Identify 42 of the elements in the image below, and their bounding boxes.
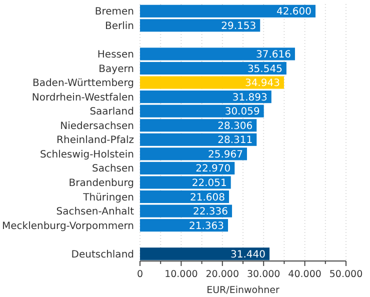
y-tick-label: Thüringen [82,192,134,204]
y-tick-label: Sachsen [92,164,134,175]
data-label: 30.059 [224,106,260,118]
y-tick-label: Nordrhein-Westfalen [32,92,134,104]
y-tick-label: Schleswig-Holstein [40,149,134,160]
data-label: 21.608 [190,192,226,204]
y-tick-label: Rheinland-Pfalz [56,135,134,146]
data-label: 25.967 [208,149,243,160]
y-tick-label: Deutschland [71,249,134,260]
x-tick-label: 30.000 [246,269,280,280]
data-label: 35.545 [247,64,282,75]
data-label: 22.970 [196,164,231,175]
y-tick-label: Bayern [98,64,134,75]
data-label: 37.616 [256,49,291,60]
y-tick-label: Bremen [94,6,134,18]
x-tick-label: 20.000 [206,269,240,280]
y-tick-label: Hessen [97,49,134,60]
x-tick-label: 0 [136,269,144,280]
x-tick-label: 10.000 [164,269,198,280]
y-tick-label: Brandenburg [68,178,134,189]
x-axis-title: EUR/Einwohner [206,285,280,296]
data-label: 28.311 [218,135,253,146]
y-tick-label: Sachsen-Anhalt [56,206,134,218]
bar [140,76,284,89]
data-label: 22.051 [192,178,227,189]
y-tick-label: Saarland [90,106,134,118]
data-label: 31.893 [232,92,268,104]
data-label: 22.336 [193,206,228,218]
bar [140,248,270,260]
data-label: 29.153 [221,20,256,32]
x-tick-label: 40.000 [288,269,322,280]
data-label: 34.943 [244,78,280,90]
data-label: 28.306 [218,120,253,132]
y-tick-label: Niedersachsen [60,120,134,132]
x-tick-label: 50.000 [329,269,363,280]
data-label: 42.600 [276,6,312,18]
data-label: 31.440 [230,249,266,260]
y-tick-label: Baden-Württemberg [32,78,134,90]
y-tick-label: Berlin [104,20,134,32]
y-tick-label: Mecklenburg-Vorpommern [2,220,134,232]
data-label: 21.363 [189,220,224,232]
bar [140,90,272,104]
